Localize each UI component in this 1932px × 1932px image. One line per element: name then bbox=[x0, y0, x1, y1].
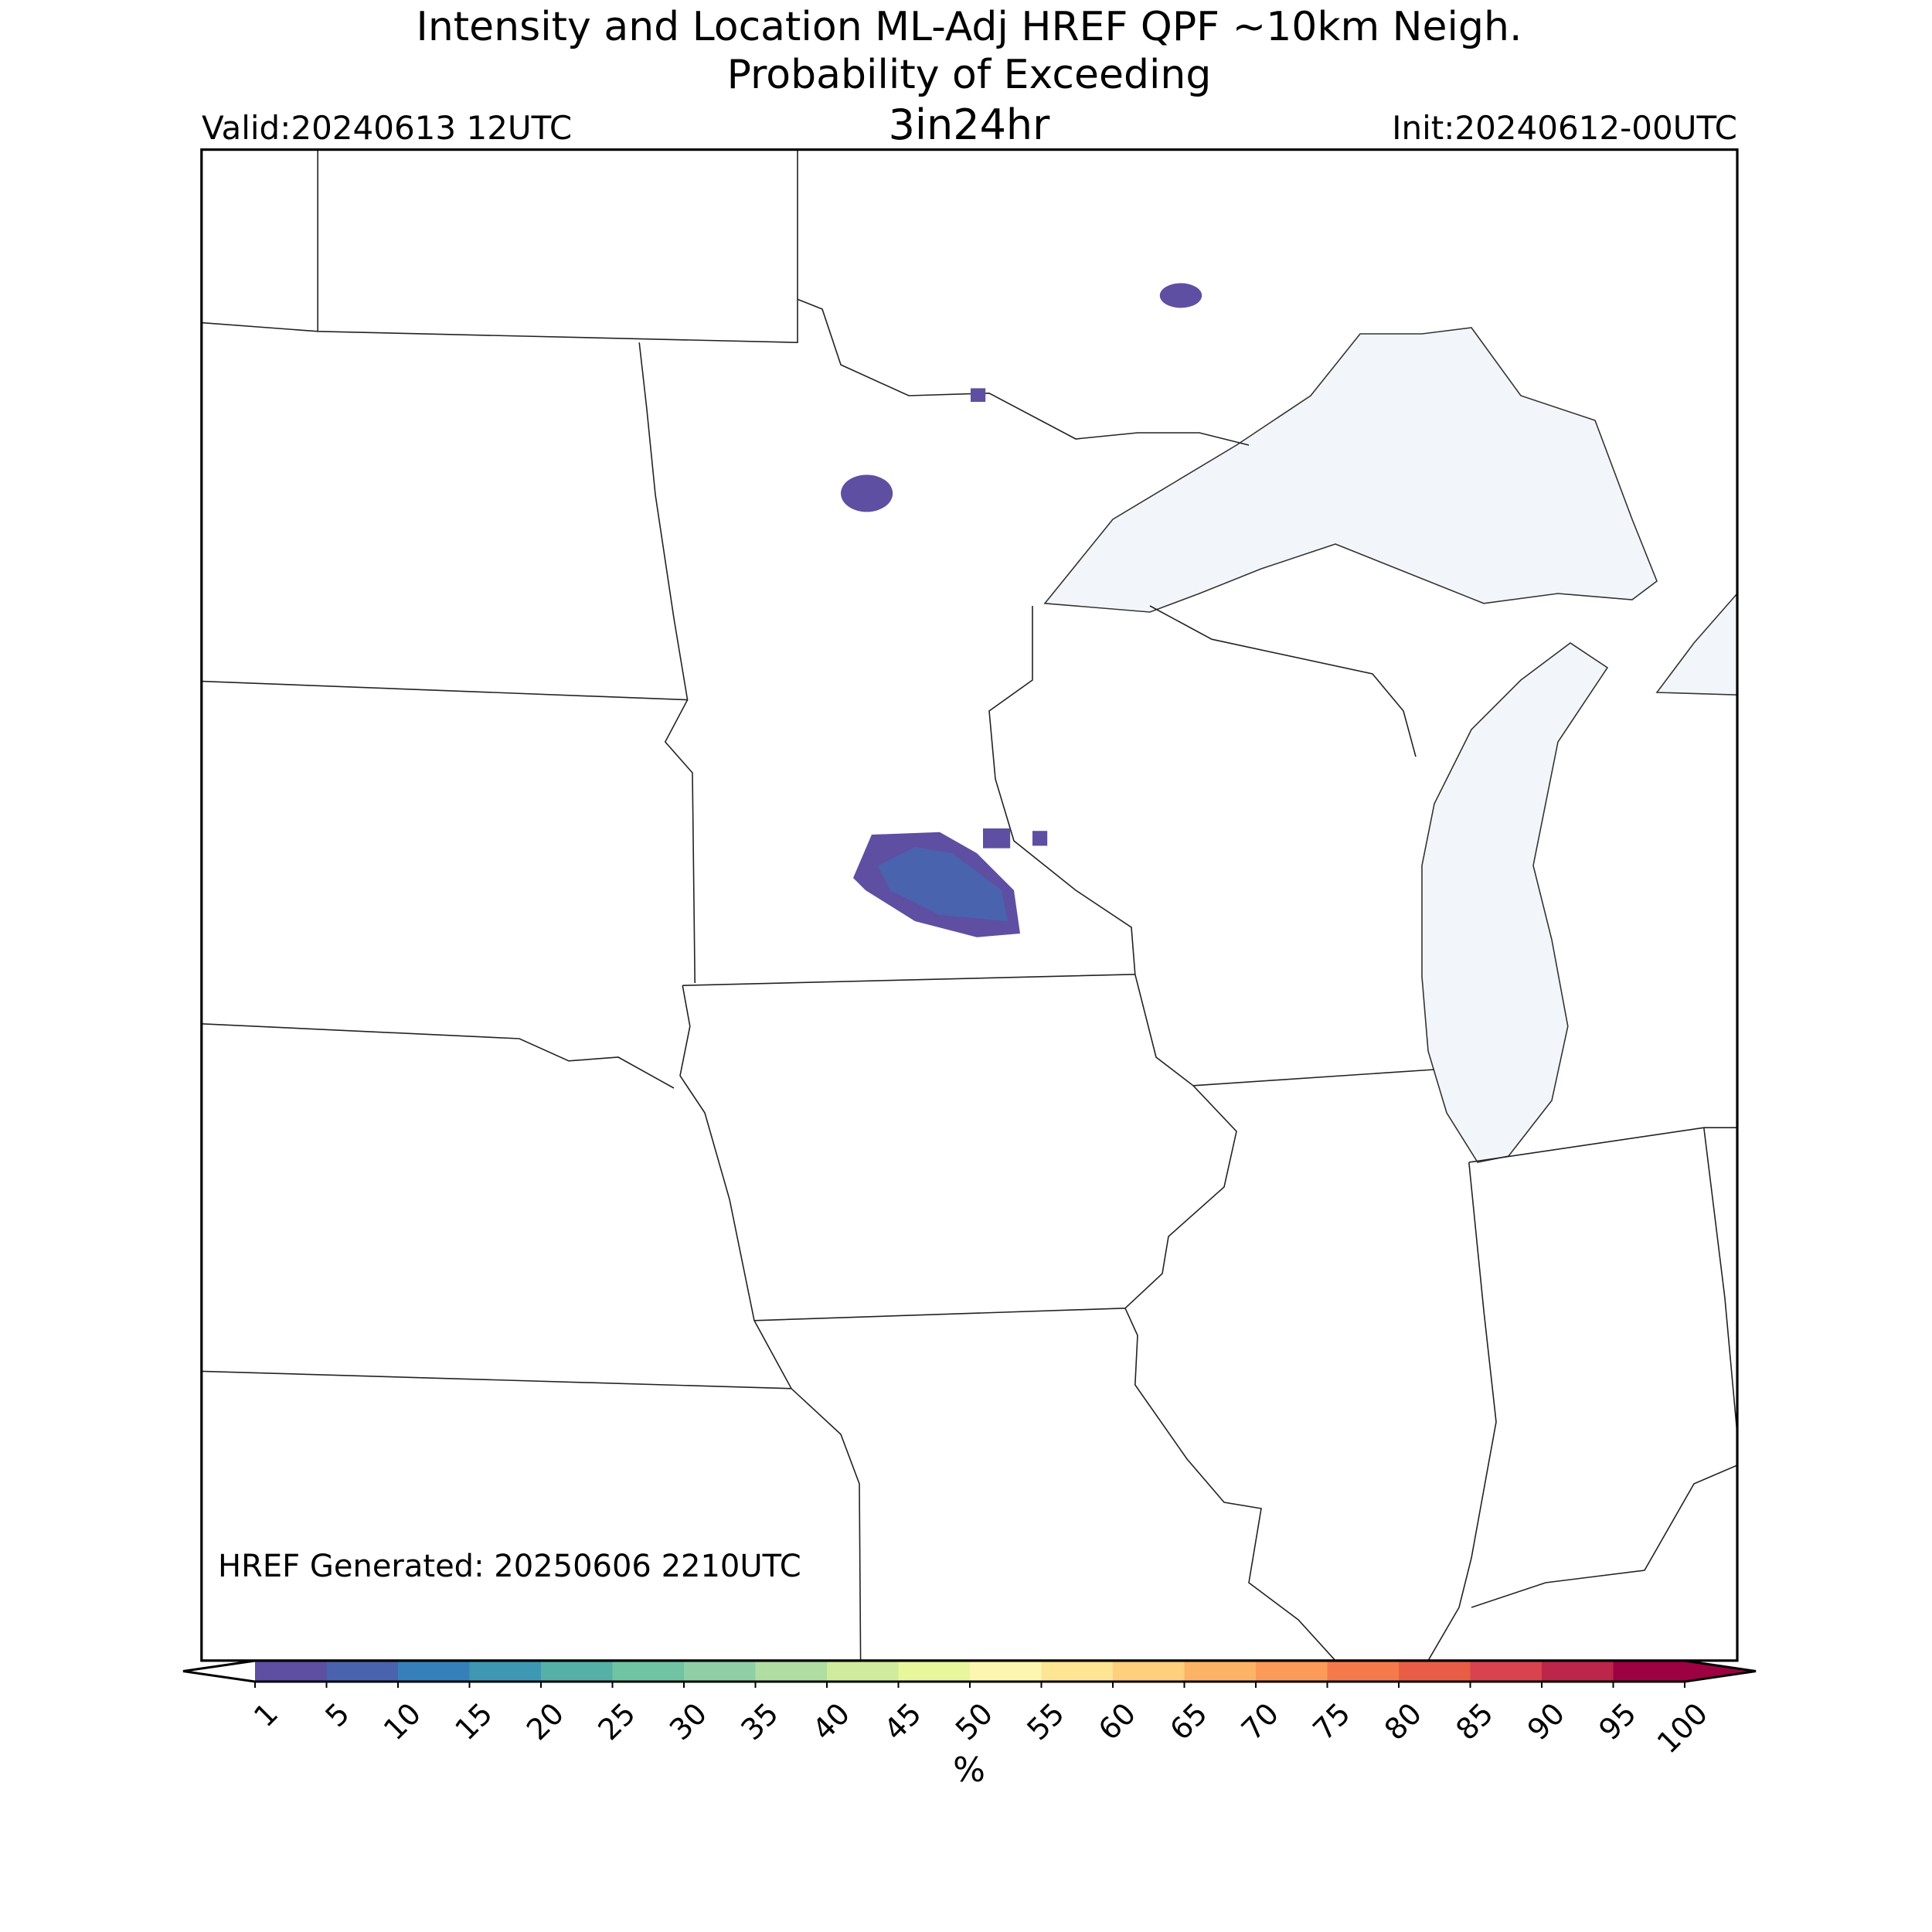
colorbar-segment bbox=[755, 1661, 828, 1682]
colorbar-segment bbox=[1184, 1661, 1257, 1682]
lake-michigan bbox=[1421, 642, 1609, 1163]
generated-time: HREF Generated: 20250606 2210UTC bbox=[218, 1549, 801, 1584]
valid-time: Valid:20240613 12UTC bbox=[202, 109, 572, 147]
colorbar-label: % bbox=[953, 1750, 985, 1790]
colorbar-segment bbox=[1470, 1661, 1543, 1682]
colorbar-segment bbox=[469, 1661, 542, 1682]
colorbar-segment bbox=[255, 1661, 327, 1682]
colorbar-segment bbox=[1613, 1661, 1685, 1682]
title: Intensity and Location ML-Adj HREF QPF ~… bbox=[417, 4, 1522, 50]
colorbar-segment bbox=[612, 1661, 685, 1682]
colorbar-segment bbox=[1113, 1661, 1185, 1682]
title: Probability of Exceeding bbox=[727, 52, 1212, 98]
colorbar-under bbox=[183, 1661, 255, 1682]
probability-area bbox=[841, 474, 893, 512]
probability-area bbox=[1159, 283, 1202, 308]
map bbox=[200, 148, 1739, 1662]
subtitle: 3in24hr bbox=[889, 100, 1051, 149]
probability-area bbox=[971, 388, 986, 402]
colorbar-segment bbox=[1256, 1661, 1328, 1682]
colorbar-segment bbox=[326, 1661, 399, 1682]
colorbar-segment bbox=[1542, 1661, 1614, 1682]
probability-area bbox=[983, 828, 1011, 849]
colorbar-segment bbox=[684, 1661, 756, 1682]
colorbar-segment bbox=[970, 1661, 1042, 1682]
borders bbox=[201, 149, 1738, 1662]
colorbar-segment bbox=[398, 1661, 470, 1682]
colorbar-over bbox=[1685, 1661, 1756, 1682]
init-time: Init:20240612-00UTC bbox=[1392, 109, 1737, 147]
colorbar-segment bbox=[898, 1661, 971, 1682]
colorbar-segment bbox=[1041, 1661, 1114, 1682]
colorbar-segment bbox=[541, 1661, 613, 1682]
colorbar-segment bbox=[1399, 1661, 1471, 1682]
colorbar-segment bbox=[827, 1661, 899, 1682]
probability-area bbox=[878, 847, 1008, 921]
colorbar-segment bbox=[1327, 1661, 1400, 1682]
probability-area bbox=[1032, 831, 1048, 846]
lake-superior bbox=[1043, 327, 1658, 613]
